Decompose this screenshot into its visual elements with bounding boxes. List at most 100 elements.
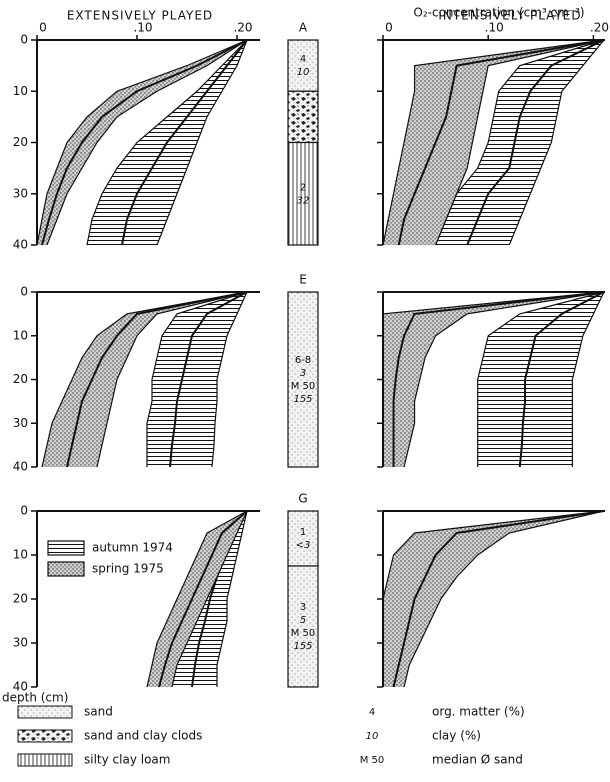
- soil-layer: [287, 39, 319, 92]
- y-tick-label: 40: [13, 680, 28, 694]
- band-upper-line: [211, 291, 248, 468]
- legend-label: autumn 1974: [92, 541, 173, 555]
- y-tick-label: 20: [13, 592, 28, 606]
- symbol-legend-label: median Ø sand: [432, 753, 523, 767]
- y-tick-label: 20: [13, 372, 28, 386]
- band-mean-line: [158, 510, 248, 688]
- symbol-legend-symbol: 10: [366, 731, 379, 742]
- profile-label: G: [298, 492, 307, 506]
- band-lower-line: [382, 39, 605, 246]
- band-upper-line: [403, 291, 605, 468]
- profile-value: 10: [297, 67, 310, 78]
- soil-layer: [287, 141, 319, 246]
- symbol-legend-symbol: 4: [369, 707, 375, 718]
- x-tick-label: 0: [385, 21, 393, 35]
- band-mean-line: [466, 39, 605, 246]
- band-fill: [383, 40, 604, 245]
- profile-value: 5: [300, 615, 306, 626]
- soil-legend-label: sand: [84, 705, 113, 719]
- y-axis-label: depth (cm): [2, 691, 68, 705]
- band-mean-line: [518, 291, 605, 468]
- band-fill: [147, 292, 247, 467]
- soil-layer: [287, 291, 319, 468]
- y-tick-label: 30: [13, 186, 28, 200]
- band-upper-line: [156, 39, 248, 246]
- y-tick-label: 30: [13, 416, 28, 430]
- soil-swatch: [17, 729, 73, 743]
- y-tick-label: 40: [13, 460, 28, 474]
- symbol-legend-label: clay (%): [432, 729, 481, 743]
- legend-label: spring 1975: [92, 562, 164, 576]
- band-lower-line: [36, 39, 248, 246]
- soil-layer: [287, 510, 319, 567]
- profile-value: 3: [300, 368, 306, 379]
- y-tick-label: 30: [13, 636, 28, 650]
- band-mean-line: [392, 291, 605, 467]
- symbol-legend-symbol: M 50: [360, 755, 385, 766]
- profile-value: 155: [293, 641, 312, 652]
- band-fill: [477, 292, 604, 467]
- soil-layer: [287, 565, 319, 688]
- band-mean-line: [121, 39, 248, 246]
- x-tick-label: .20: [233, 21, 252, 35]
- profile-label: A: [299, 21, 308, 35]
- y-tick-label: 0: [20, 285, 28, 299]
- x-tick-label: .10: [133, 21, 152, 35]
- band-upper-line: [171, 510, 248, 688]
- soil-swatch: [17, 705, 73, 719]
- soil-legend-label: sand and clay clods: [84, 729, 202, 743]
- profile-value: 1: [300, 527, 306, 538]
- band-mean-line: [169, 291, 248, 468]
- profile-label: E: [299, 273, 307, 287]
- y-tick-label: 0: [20, 33, 28, 47]
- y-tick-label: 10: [13, 84, 28, 98]
- y-tick-label: 0: [20, 504, 28, 518]
- x-tick-label: .10: [485, 21, 504, 35]
- legend-swatch: [47, 540, 85, 556]
- band-upper-line: [571, 291, 605, 467]
- band-upper-line: [403, 510, 605, 688]
- band-mean-line: [66, 291, 248, 468]
- soil-legend-label: silty clay loam: [84, 753, 170, 767]
- band-lower-line: [146, 291, 248, 467]
- band-upper-line: [96, 291, 248, 468]
- band-upper-line: [216, 510, 248, 687]
- band-mean-line: [392, 510, 605, 688]
- x-tick-label: 0: [39, 21, 47, 35]
- band-fill: [37, 40, 247, 245]
- band-lower-line: [477, 291, 605, 467]
- profile-value: M 50: [291, 628, 316, 639]
- band-upper-line: [435, 39, 605, 246]
- band-mean-line: [41, 39, 248, 246]
- column-heading: EXTENSIVELY PLAYED: [67, 9, 213, 23]
- profile-value: 32: [297, 195, 310, 206]
- soil-layer: [287, 90, 319, 144]
- band-fill: [42, 292, 247, 467]
- band-lower-line: [41, 291, 248, 468]
- profile-value: 4: [300, 54, 306, 65]
- y-tick-label: 40: [13, 238, 28, 252]
- x-tick-label: .20: [590, 21, 609, 35]
- y-tick-label: 20: [13, 135, 28, 149]
- profile-value: 6-8: [295, 355, 311, 366]
- column-heading: INTENSIVELY PLAYED: [438, 9, 581, 23]
- y-tick-label: 10: [13, 328, 28, 342]
- x-axis-label: O₂-concentration (cm³.cm⁻³): [413, 6, 584, 20]
- band-upper-line: [508, 39, 605, 246]
- legend-swatch: [47, 561, 85, 577]
- band-mean-line: [397, 39, 605, 246]
- profile-value: <3: [296, 540, 311, 551]
- profile-value: 3: [300, 602, 306, 613]
- band-upper-line: [46, 39, 248, 246]
- symbol-legend-label: org. matter (%): [432, 705, 525, 719]
- soil-swatch: [17, 753, 73, 767]
- profile-value: 155: [293, 394, 312, 405]
- band-fill: [383, 511, 604, 687]
- y-tick-label: 10: [13, 548, 28, 562]
- band-lower-line: [146, 510, 248, 688]
- band-fill: [383, 292, 604, 467]
- profile-value: 2: [300, 182, 306, 193]
- band-lower-line: [86, 39, 248, 246]
